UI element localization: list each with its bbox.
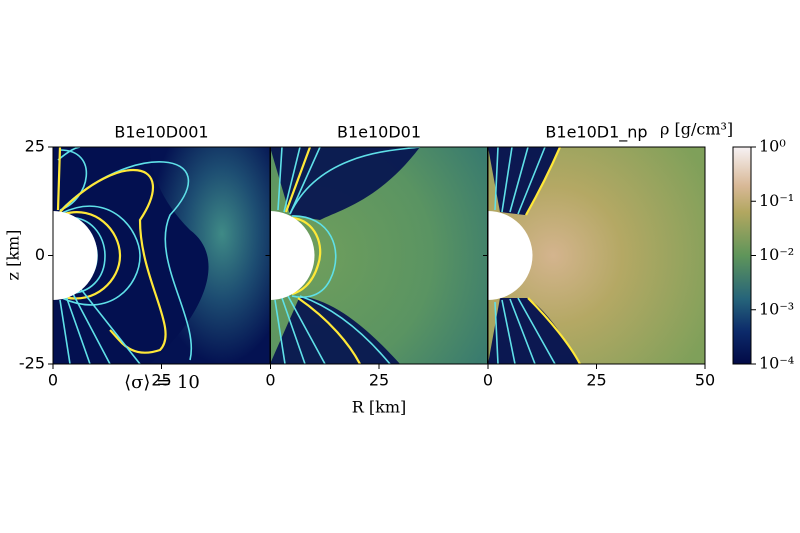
y-axis-label: z [km] bbox=[4, 230, 23, 281]
y-tick-label: -25 bbox=[19, 354, 45, 373]
x-tick-label: 25 bbox=[586, 371, 606, 390]
colorbar-tick-label: 10⁻¹ bbox=[759, 191, 794, 210]
x-tick-label: 0 bbox=[265, 371, 275, 390]
panel-title: B1e10D01 bbox=[337, 123, 421, 142]
colorbar-label: ρ [g/cm³] bbox=[660, 120, 733, 139]
colorbar-tick-label: 10⁻³ bbox=[759, 299, 794, 318]
x-tick-label: 25 bbox=[151, 371, 171, 390]
colorbar-tick-label: 10⁻² bbox=[759, 245, 794, 264]
x-tick-label: 0 bbox=[48, 371, 58, 390]
colorbar bbox=[732, 146, 752, 365]
panel-image bbox=[488, 147, 705, 364]
colorbar-tick-label: 10⁻⁴ bbox=[759, 354, 794, 373]
colorbar-tick-label: 10⁰ bbox=[759, 137, 786, 156]
panel-image bbox=[270, 147, 488, 364]
panel-title: B1e10D001 bbox=[114, 123, 208, 142]
panel-image bbox=[53, 147, 270, 364]
x-tick-label: 25 bbox=[369, 371, 389, 390]
x-tick-label: 0 bbox=[483, 371, 493, 390]
y-tick-label: 0 bbox=[35, 245, 45, 264]
x-axis-label: R [km] bbox=[352, 398, 406, 417]
x-tick-label: 50 bbox=[695, 371, 715, 390]
y-tick-label: 25 bbox=[25, 137, 45, 156]
panel-title: B1e10D1_np bbox=[545, 123, 647, 143]
annotation: ⟨σ⟩ = 10 bbox=[124, 372, 200, 393]
